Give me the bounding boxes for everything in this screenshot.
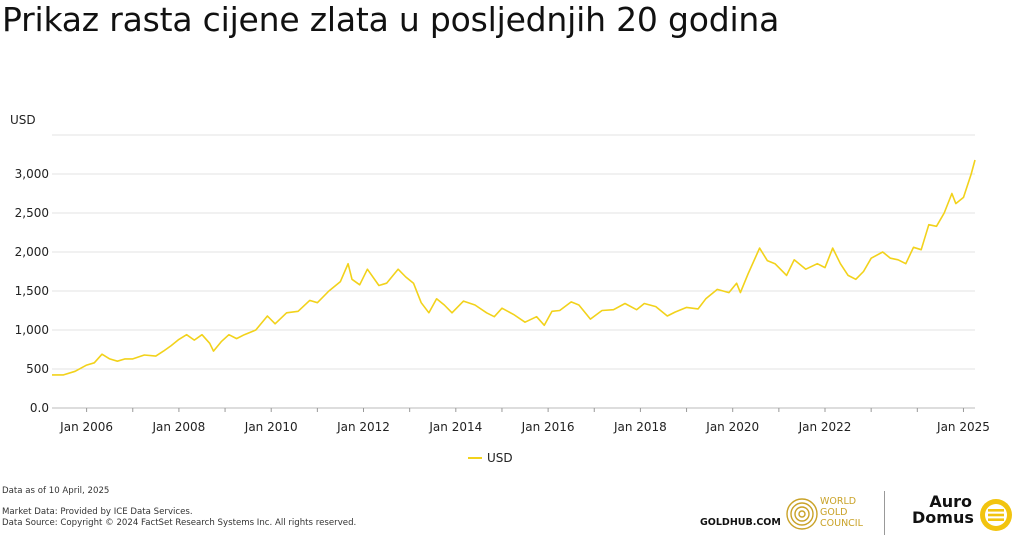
y-tick-label: 500 <box>26 362 49 376</box>
y-axis-label: USD <box>10 113 36 127</box>
x-tick-label: Jan 2025 <box>936 420 990 434</box>
x-tick-label: Jan 2012 <box>336 420 390 434</box>
x-axis-ticks: Jan 2006 Jan 2008 Jan 2010 Jan 2012 Jan 2014… <box>59 408 990 434</box>
wgc-emblem-icon <box>786 498 818 530</box>
auro-domus-logo: Auro Domus <box>906 494 1022 534</box>
legend-label-usd: USD <box>487 451 513 465</box>
world-gold-council-logo: WORLD GOLD COUNCIL <box>786 494 886 534</box>
auro-text-line2: Domus <box>912 508 974 527</box>
legend: USD <box>468 451 513 465</box>
footer-data-source: Data Source: Copyright © 2024 FactSet Re… <box>2 518 357 528</box>
wgc-text-line3: COUNCIL <box>820 518 863 529</box>
chart-title: Prikaz rasta cijene zlata u posljednjih … <box>2 0 780 39</box>
x-tick-label: Jan 2006 <box>59 420 113 434</box>
wgc-text-line2: GOLD <box>820 507 848 518</box>
x-tick-label: Jan 2022 <box>798 420 852 434</box>
series-points <box>51 159 976 376</box>
auro-domus-emblem-icon <box>980 499 1012 531</box>
x-tick-label: Jan 2018 <box>613 420 667 434</box>
wgc-text-line1: WORLD <box>820 496 857 507</box>
x-tick-label: Jan 2010 <box>244 420 298 434</box>
footer-market-data: Market Data: Provided by ICE Data Servic… <box>2 507 193 517</box>
y-tick-label: 2,500 <box>15 206 49 220</box>
auro-text-line1: Auro <box>929 492 972 511</box>
y-tick-label: 0.0 <box>30 401 49 415</box>
footer-date-note: Data as of 10 April, 2025 <box>2 486 110 496</box>
y-tick-label: 1,500 <box>15 284 49 298</box>
x-tick-label: Jan 2008 <box>151 420 205 434</box>
y-axis-ticks: 0.0 500 1,000 1,500 2,000 2,500 3,000 <box>15 167 49 415</box>
y-tick-label: 3,000 <box>15 167 49 181</box>
x-tick-label: Jan 2014 <box>428 420 482 434</box>
series-line-usd <box>52 159 976 376</box>
y-tick-label: 1,000 <box>15 323 49 337</box>
goldhub-link[interactable]: GOLDHUB.COM <box>700 517 781 528</box>
x-tick-label: Jan 2016 <box>521 420 575 434</box>
gridlines <box>52 134 975 409</box>
logo-divider <box>884 491 885 535</box>
y-tick-label: 2,000 <box>15 245 49 259</box>
x-tick-label: Jan 2020 <box>705 420 759 434</box>
